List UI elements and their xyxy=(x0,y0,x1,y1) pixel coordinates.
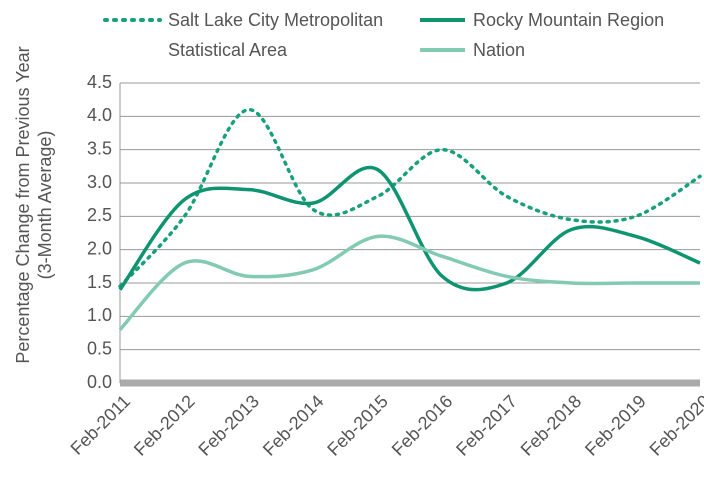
legend-label: Nation xyxy=(473,40,526,60)
y-tick-label: 2.5 xyxy=(87,205,112,225)
y-tick-label: 1.0 xyxy=(87,305,112,325)
legend-label: Rocky Mountain Region xyxy=(473,10,665,30)
y-tick-label: 4.0 xyxy=(87,105,112,125)
y-tick-label: 1.5 xyxy=(87,272,112,292)
legend-label: Salt Lake City Metropolitan Statistical … xyxy=(168,10,384,60)
x-tick-label: Feb-2011 xyxy=(67,391,135,459)
y-tick-label: 3.5 xyxy=(87,138,112,158)
y-tick-label: 4.5 xyxy=(87,72,112,92)
series-line xyxy=(118,234,700,331)
x-tick-label: Feb-2017 xyxy=(452,391,521,460)
y-tick-label: 2.0 xyxy=(87,238,112,258)
series-line xyxy=(118,107,702,289)
x-tick-label: Feb-2012 xyxy=(130,391,199,460)
y-tick-label: 0.0 xyxy=(87,372,112,392)
x-tick-label: Feb-2016 xyxy=(388,391,457,460)
x-tick-label: Feb-2014 xyxy=(259,391,328,460)
x-tick-label: Feb-2019 xyxy=(581,391,650,460)
y-tick-label: 3.0 xyxy=(87,172,112,192)
y-tick-label: 0.5 xyxy=(87,338,112,358)
series-line xyxy=(118,165,701,292)
x-tick-label: Feb-2013 xyxy=(194,391,263,460)
y-axis-label: (3-Month Average) xyxy=(35,131,55,280)
y-axis-label: Percentage Change from Previous Year xyxy=(13,46,33,363)
x-tick-label: Feb-2015 xyxy=(323,391,392,460)
x-tick-label: Feb-2020 xyxy=(646,391,704,460)
x-tick-label: Feb-2018 xyxy=(517,391,586,460)
